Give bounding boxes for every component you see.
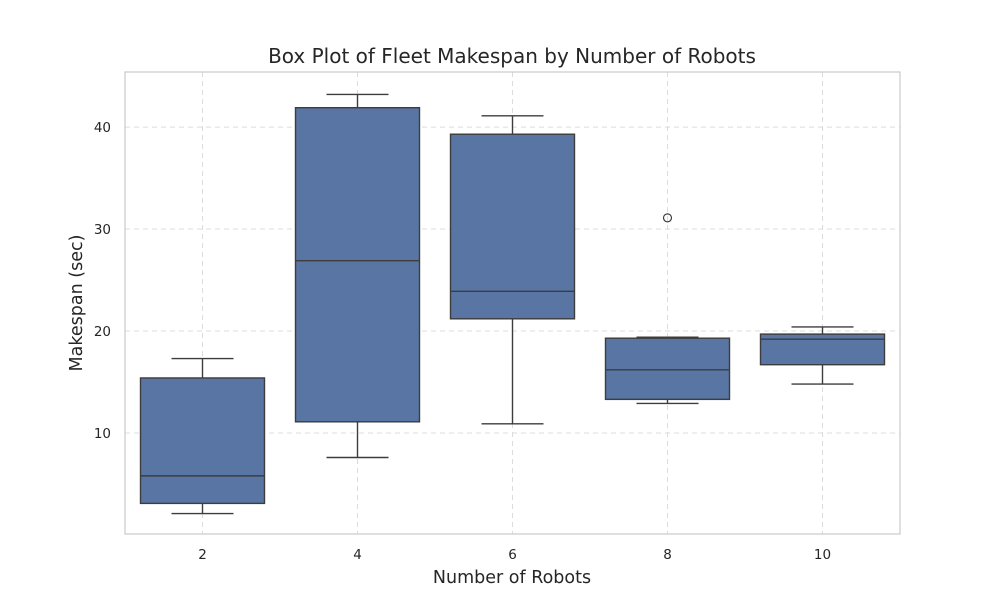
y-tick-label: 10 [94,426,111,442]
x-tick-label: 8 [663,547,672,563]
y-tick-label: 30 [94,222,111,238]
y-axis-label: Makespan (sec) [67,235,87,372]
x-tick-label: 2 [198,547,207,563]
box-group-6 [449,115,576,425]
iqr-box [139,377,266,505]
outlier-point [662,213,673,223]
box-group-8 [604,213,731,405]
x-tick-label: 10 [814,547,831,563]
plot-frame [124,71,901,535]
iqr-box [449,133,576,320]
box-group-2 [139,357,266,515]
iqr-box [604,337,731,401]
box-group-4 [294,93,421,459]
y-tick-label: 20 [94,324,111,340]
boxes [139,93,886,515]
x-tick-label: 4 [353,547,362,563]
x-tick-label: 6 [508,547,517,563]
iqr-box [294,106,421,423]
y-tick-label: 40 [94,120,111,136]
ticks: 10 20 30 40 2 4 6 8 10 [94,120,831,563]
box-group-10 [759,326,886,385]
chart-title: Box Plot of Fleet Makespan by Number of … [268,44,756,68]
x-axis-label: Number of Robots [433,568,591,588]
